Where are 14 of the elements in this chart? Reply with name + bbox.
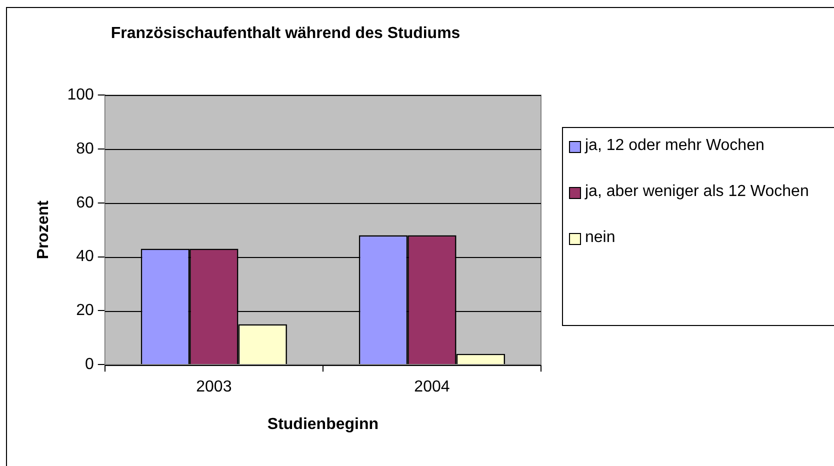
legend-label: ja, aber weniger als 12 Wochen [585,182,809,202]
y-tick-label: 60 [76,194,94,212]
x-axis-title: Studienbeginn [267,416,378,433]
y-tick-label: 40 [76,248,94,266]
x-tick-label: 2003 [196,378,232,396]
x-tick-label: 2004 [414,378,450,396]
y-axis-title: Prozent [35,200,52,260]
legend-label: nein [585,228,616,248]
y-tick-label: 100 [67,86,94,104]
legend-label: ja, 12 oder mehr Wochen [585,136,764,156]
y-tick-label: 0 [84,356,94,374]
y-tick-label: 20 [76,302,94,320]
y-tick-label: 80 [76,140,94,158]
chart-title: Französischaufenthalt während des Studiums [110,25,460,42]
